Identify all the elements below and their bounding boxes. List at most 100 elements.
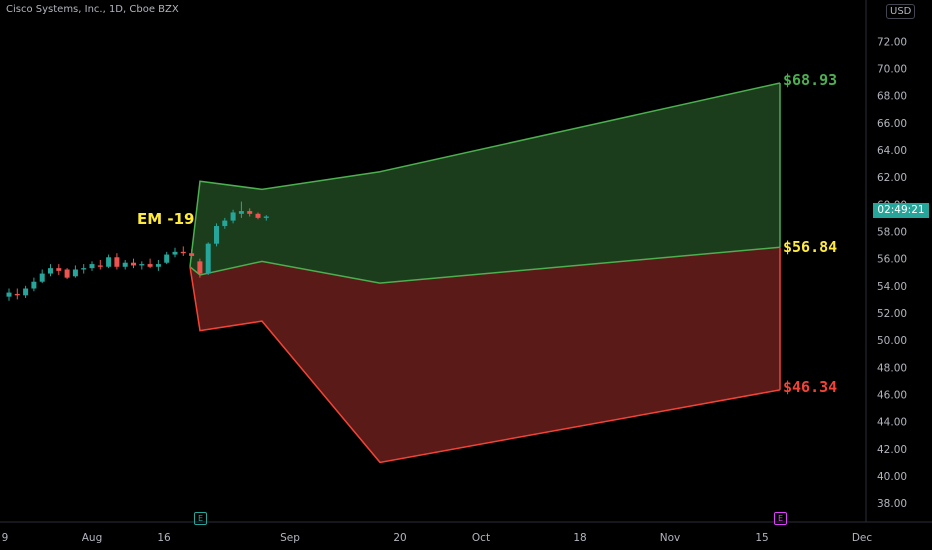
candle xyxy=(56,264,62,275)
candle xyxy=(114,253,120,270)
y-tick-label: 46.00 xyxy=(877,389,907,401)
candle xyxy=(6,288,12,301)
middle-level-label: $56.84 xyxy=(783,238,838,256)
candle-body xyxy=(155,264,161,267)
candle-body xyxy=(14,293,20,296)
y-tick-label: 54.00 xyxy=(877,281,907,293)
candle-body xyxy=(131,262,136,266)
candle xyxy=(14,288,20,300)
x-tick-label: 15 xyxy=(755,532,768,544)
y-tick-label: 56.00 xyxy=(877,254,907,266)
x-tick-label: Dec xyxy=(852,532,873,544)
middle-line xyxy=(189,246,781,284)
currency-button[interactable]: USD xyxy=(886,4,916,19)
candle xyxy=(72,265,78,278)
candle xyxy=(106,254,112,269)
candle xyxy=(247,208,253,217)
y-tick-label: 62.00 xyxy=(877,172,907,184)
candle xyxy=(39,269,45,284)
candle xyxy=(214,223,219,247)
green-zone xyxy=(190,83,780,284)
y-tick-label: 68.00 xyxy=(877,91,907,103)
symbol-title: Cisco Systems, Inc., 1D, Cboe BZX xyxy=(6,4,179,15)
y-axis[interactable]: 72.0070.0068.0066.0064.0062.0060.0058.00… xyxy=(877,36,907,510)
candle-body xyxy=(263,216,269,218)
x-tick-label: Sep xyxy=(280,532,300,544)
y-tick-label: 38.00 xyxy=(877,498,907,510)
candle xyxy=(238,201,244,218)
candle-body xyxy=(147,264,153,267)
candle xyxy=(131,258,136,269)
candle xyxy=(147,258,153,269)
candle xyxy=(155,259,161,271)
candle-body xyxy=(164,254,170,263)
y-tick-label: 58.00 xyxy=(877,226,907,238)
candle xyxy=(89,261,95,271)
x-tick-label: Aug xyxy=(82,532,103,544)
candle-body xyxy=(97,265,103,267)
x-tick-label: 16 xyxy=(157,532,171,544)
candle xyxy=(64,268,70,280)
candle xyxy=(180,246,186,256)
candle xyxy=(97,259,103,270)
candle-body xyxy=(255,213,261,218)
em-label: EM -19 xyxy=(137,210,195,228)
candle xyxy=(122,259,128,270)
lower-level-label: $46.34 xyxy=(783,378,838,396)
candle-body xyxy=(64,269,70,278)
candle-body xyxy=(106,257,112,267)
candle-body xyxy=(72,269,78,277)
candle xyxy=(263,215,269,221)
earnings-marker-icon[interactable]: E xyxy=(194,512,207,525)
candle xyxy=(139,261,145,270)
candle xyxy=(205,242,211,275)
candle-body xyxy=(89,264,95,269)
y-tick-label: 40.00 xyxy=(877,471,907,483)
candle-body xyxy=(189,253,195,256)
candle xyxy=(172,247,178,258)
candle-body xyxy=(6,292,12,297)
x-tick-label: 9 xyxy=(2,532,9,544)
y-tick-label: 42.00 xyxy=(877,444,907,456)
candle xyxy=(230,209,236,224)
upper-level-label: $68.93 xyxy=(783,71,838,89)
candle-body xyxy=(31,281,37,289)
projection-zones xyxy=(189,82,781,464)
candle-body xyxy=(48,268,53,274)
candle-body xyxy=(222,220,228,227)
y-tick-label: 44.00 xyxy=(877,417,907,429)
y-tick-label: 66.00 xyxy=(877,118,907,130)
candle xyxy=(222,217,228,229)
candle xyxy=(23,285,29,299)
candle-body xyxy=(205,243,211,274)
candle-body xyxy=(197,261,203,274)
candle xyxy=(31,277,37,292)
candle xyxy=(164,251,170,265)
candle xyxy=(81,264,87,274)
y-tick-label: 52.00 xyxy=(877,308,907,320)
candle-body xyxy=(172,251,178,255)
candle xyxy=(255,212,261,220)
earnings-marker-icon[interactable]: E xyxy=(774,512,787,525)
x-tick-label: 18 xyxy=(573,532,586,544)
candle-body xyxy=(23,288,29,296)
x-axis[interactable]: 9 Aug 16 Sep 20 Oct 18 Nov 15 Dec xyxy=(2,532,873,544)
candle-body xyxy=(230,212,236,221)
x-tick-label: Nov xyxy=(660,532,681,544)
candle-body xyxy=(139,264,145,266)
candle-body xyxy=(247,211,253,214)
candle-body xyxy=(114,257,120,267)
candle-body xyxy=(39,273,45,282)
candle xyxy=(197,258,203,278)
candle-body xyxy=(214,226,219,244)
candles xyxy=(6,201,269,301)
x-tick-label: Oct xyxy=(472,532,490,544)
y-tick-label: 72.00 xyxy=(877,36,907,48)
y-tick-label: 50.00 xyxy=(877,335,907,347)
candle xyxy=(48,264,53,277)
y-tick-label: 64.00 xyxy=(877,145,907,157)
candle-body xyxy=(122,262,128,267)
candle-body xyxy=(81,268,87,270)
candle-body xyxy=(56,268,62,271)
